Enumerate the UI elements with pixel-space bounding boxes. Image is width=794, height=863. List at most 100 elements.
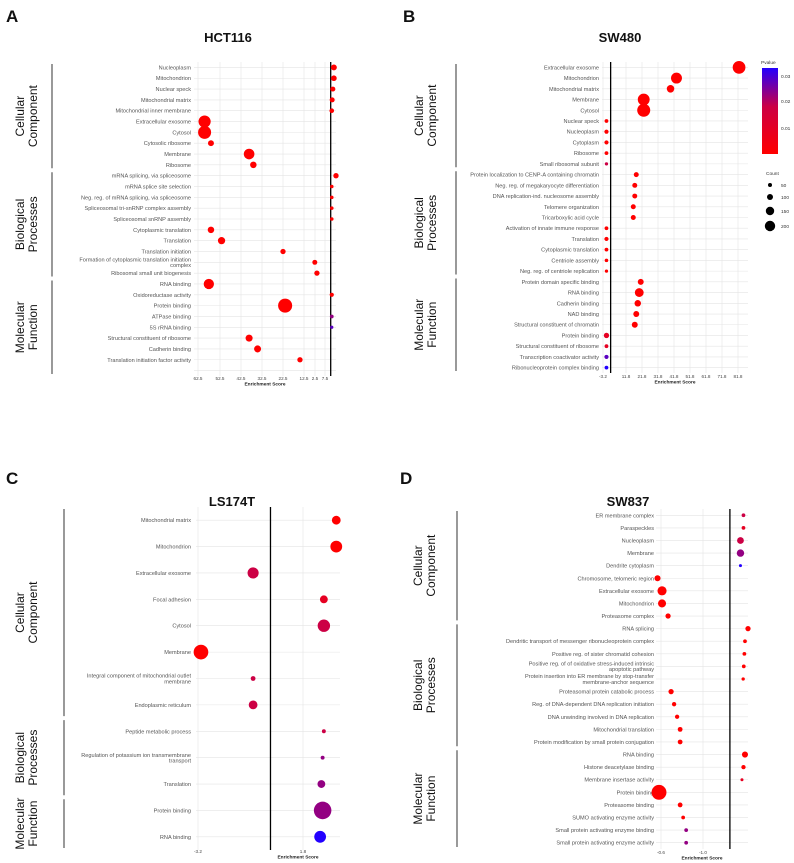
data-point <box>604 236 609 242</box>
data-point <box>245 334 253 342</box>
category-label: Positive reg. of of oxidative stress-ind… <box>529 662 654 668</box>
category-label: complex <box>170 263 191 269</box>
category-label: Cytoplasmic translation <box>133 228 191 234</box>
x-tick-label: 61.8 <box>702 374 711 379</box>
category-label: Mitochondrial matrix <box>141 518 191 524</box>
section-label: Cellular Component <box>412 84 439 147</box>
section-label-line: Component <box>26 581 40 644</box>
data-point <box>634 288 644 297</box>
section-label: Cellular Component <box>13 84 40 147</box>
data-point <box>604 226 609 231</box>
category-label: Tricarboxylic acid cycle <box>542 216 599 222</box>
data-point <box>320 755 325 760</box>
data-point <box>736 549 745 557</box>
category-label: Small protein activating enzyme activity <box>556 841 654 847</box>
category-label: Spliceosomal snRNP assembly <box>113 217 191 223</box>
category-label: Extracellular exosome <box>136 571 191 577</box>
category-label: RNA binding <box>160 835 191 841</box>
pvalue-tick: 0.03 <box>781 74 791 80</box>
data-point <box>314 270 320 276</box>
category-label: Protein insertion into ER membrane by st… <box>525 674 654 680</box>
data-point <box>738 564 742 568</box>
x-tick-label: 32.5 <box>258 376 267 381</box>
category-label: Telomere organization <box>544 205 599 211</box>
category-label: Cadherin binding <box>149 347 191 353</box>
category-label: Nucleoplasm <box>622 538 655 544</box>
data-point <box>745 626 751 632</box>
category-label: Proteasomal protein catabolic process <box>559 690 654 696</box>
count-legend-label: 50 <box>781 183 787 189</box>
category-label: Chromosome, telomeric region <box>578 576 654 582</box>
data-point <box>254 345 262 353</box>
panel-letter-a: A <box>6 7 18 26</box>
category-label: Regulation of potassium ion transmembran… <box>81 753 191 759</box>
data-point <box>331 75 337 82</box>
count-legend-circle <box>768 183 772 187</box>
data-point <box>737 537 744 544</box>
data-point <box>668 688 674 695</box>
section-label: Molecular Function <box>411 773 438 825</box>
category-label: Ribosome <box>166 163 191 169</box>
data-point <box>317 619 331 632</box>
category-label: Translation <box>164 782 191 788</box>
section-label-line: Processes <box>425 195 439 251</box>
data-point <box>674 714 680 719</box>
category-label: Neg. reg. of megakaryocyte differentiati… <box>495 183 599 189</box>
data-point <box>677 739 683 745</box>
data-point <box>633 311 640 317</box>
pvalue-tick: 0.02 <box>781 99 791 105</box>
x-tick-label: 51.8 <box>686 374 695 379</box>
data-point <box>658 599 667 608</box>
data-point <box>604 354 609 360</box>
x-tick-label: 12.5 <box>300 376 309 381</box>
category-label: Extracellular exosome <box>544 65 599 71</box>
category-label: Dendritic transport of messenger ribonuc… <box>506 639 654 645</box>
category-label: SUMO activating enzyme activity <box>572 816 654 822</box>
category-label: Translation initiation <box>141 249 191 255</box>
data-point <box>741 526 746 530</box>
category-label: Translation <box>572 237 599 243</box>
data-point <box>329 108 335 114</box>
data-point <box>243 148 255 160</box>
data-point <box>319 595 328 604</box>
category-label: Mitochondrial inner membrane <box>115 109 191 115</box>
section-label: Molecular Function <box>412 299 439 351</box>
panel-title-d: SW837 <box>607 494 650 509</box>
category-label: Membrane <box>164 650 191 656</box>
category-label: Ribosome <box>574 151 599 157</box>
data-point <box>297 357 303 363</box>
data-point <box>333 173 339 179</box>
data-point <box>330 540 343 553</box>
x-tick-label: -1.0 <box>699 850 707 855</box>
x-tick-label: 71.8 <box>718 374 727 379</box>
section-label-line: Processes <box>26 730 40 786</box>
data-point <box>604 151 609 156</box>
data-point <box>741 751 749 758</box>
section-label-line: Molecular <box>412 299 426 351</box>
data-point <box>193 644 209 660</box>
category-label: mRNA splicing, via spliceosome <box>112 174 191 180</box>
category-label: Mitochondrion <box>156 76 191 82</box>
section-label: Biological Processes <box>411 657 438 713</box>
category-label: NAD binding <box>568 312 599 318</box>
count-legend-label: 100 <box>781 195 789 201</box>
data-point <box>329 195 334 200</box>
data-point <box>313 801 332 820</box>
category-label: RNA binding <box>568 291 599 297</box>
panel-title-c: LS174T <box>209 494 255 509</box>
category-label: Neg. reg. of centriole replication <box>520 269 599 275</box>
data-point <box>741 513 746 518</box>
panel-letter-b: B <box>403 7 415 26</box>
x-tick-label: 52.5 <box>216 376 225 381</box>
category-label: DNA unwinding involved in DNA replicatio… <box>548 715 654 721</box>
category-label: Translation initiation factor activity <box>107 358 191 364</box>
category-label: DNA replication-ind. nucleosome assembly <box>493 194 600 200</box>
data-point <box>331 515 341 525</box>
category-label: Nucleoplasm <box>567 130 600 136</box>
category-label: Protein localization to CENP-A containin… <box>470 173 599 179</box>
category-label: Translation <box>164 239 191 245</box>
